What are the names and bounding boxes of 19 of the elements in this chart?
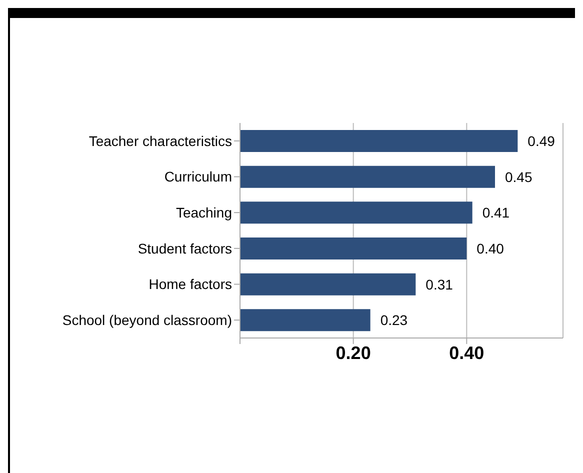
bar [240,130,518,152]
bar [240,273,416,296]
data-label: 0.40 [476,240,504,256]
data-label: 0.49 [528,132,556,149]
y-tick-label: School (beyond classroom) [62,312,232,328]
data-label: 0.31 [426,276,454,292]
bar [240,238,467,260]
data-label: 0.45 [505,168,532,185]
y-tick-label: Student factors [138,240,232,256]
y-tick-label: Teaching [176,204,232,221]
bar [240,309,370,332]
y-tick-label: Home factors [148,276,232,292]
data-label: 0.41 [482,204,510,221]
y-tick-label: Teacher characteristics [88,132,232,149]
bar [240,202,472,224]
data-label: 0.23 [380,312,408,328]
y-tick-label: Curriculum [164,168,232,185]
bar [240,166,495,188]
x-tick-label: 0.20 [336,342,371,363]
